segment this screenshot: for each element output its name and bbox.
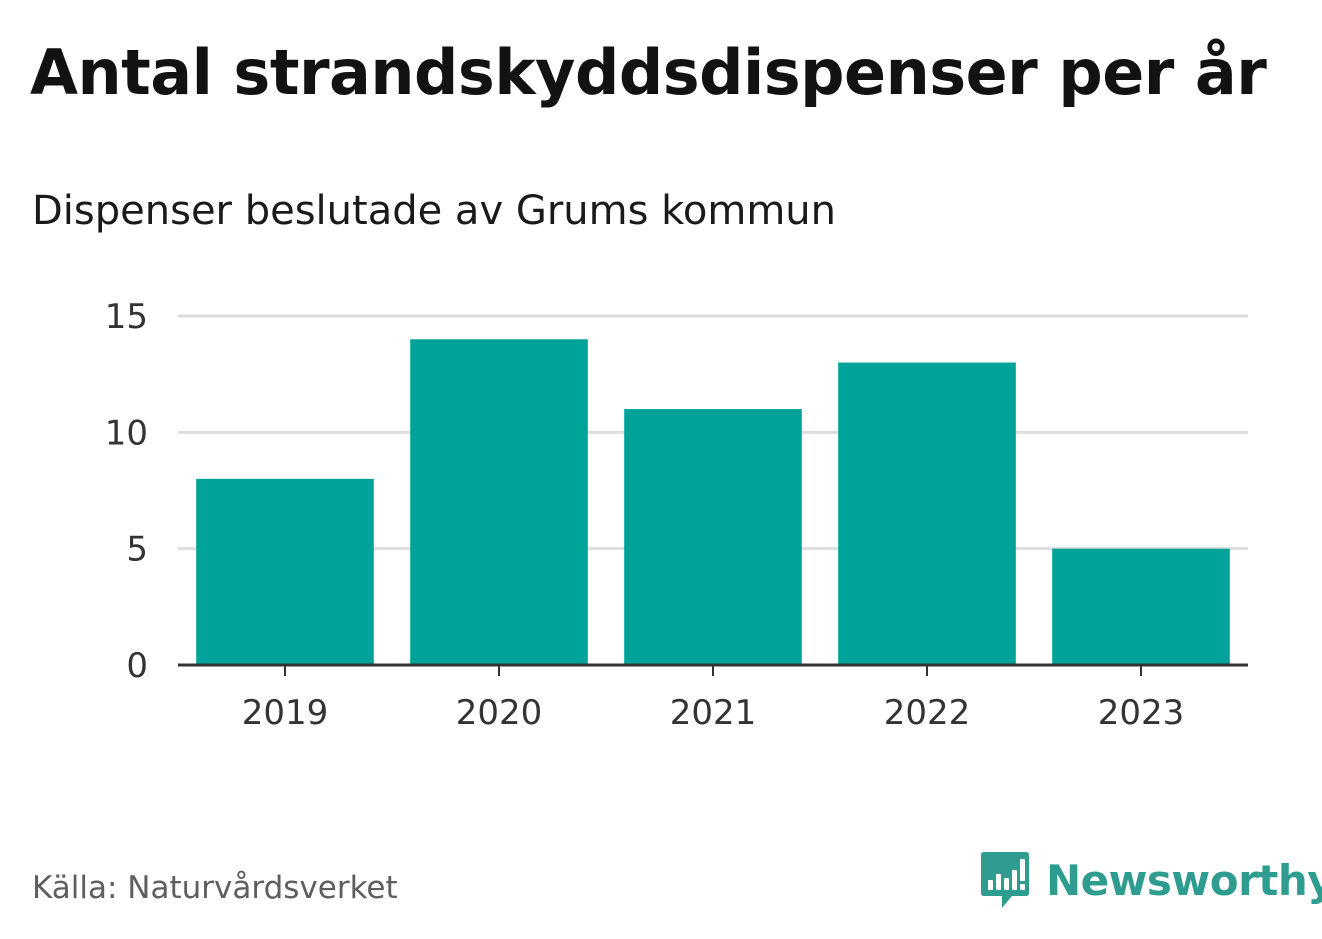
brand-name: Newsworthy xyxy=(1046,855,1322,905)
brand: Newsworthy xyxy=(980,850,1322,910)
bar-2023 xyxy=(1052,548,1230,665)
bar-2022 xyxy=(838,362,1016,665)
x-tick-label: 2019 xyxy=(242,693,329,733)
x-tick-label: 2023 xyxy=(1098,693,1185,733)
chart-title: Antal strandskyddsdispenser per år xyxy=(30,36,1267,109)
newsworthy-logo-icon xyxy=(981,852,1029,908)
y-tick-label: 15 xyxy=(105,297,148,337)
tick-labels: 0 5 10 15 2019 2020 2021 2022 2023 xyxy=(105,297,1185,733)
y-tick-label: 0 xyxy=(126,646,148,686)
x-tick-label: 2021 xyxy=(670,693,757,733)
axes xyxy=(178,663,1248,676)
y-tick-label: 5 xyxy=(126,530,148,570)
bars xyxy=(196,339,1230,665)
y-tick-label: 10 xyxy=(105,413,148,453)
x-tick-label: 2022 xyxy=(884,693,971,733)
bar-2021 xyxy=(624,409,802,665)
bar-2019 xyxy=(196,478,374,665)
x-tick-label: 2020 xyxy=(456,693,543,733)
chart-subtitle: Dispenser beslutade av Grums kommun xyxy=(32,188,836,234)
source-note: Källa: Naturvårdsverket xyxy=(32,870,398,906)
bar-2020 xyxy=(410,339,588,665)
